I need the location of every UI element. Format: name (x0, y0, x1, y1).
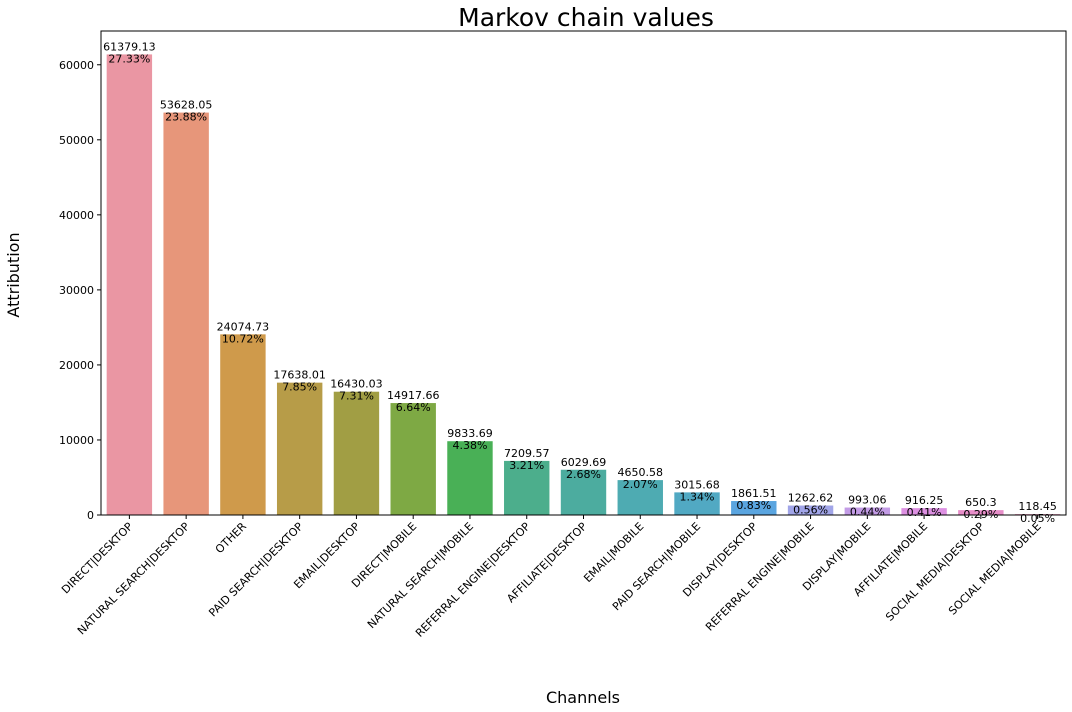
bar-value-label: 118.45 (1018, 500, 1057, 513)
x-tick-label: NATURAL SEARCH|DESKTOP (75, 520, 193, 638)
bars-group (106, 54, 1061, 516)
bar-value-label: 9833.69 (447, 427, 493, 440)
x-tick-label: OTHER (213, 520, 249, 556)
x-tick-label: PAID SEARCH|DESKTOP (206, 520, 306, 620)
bar-percent-label: 10.72% (222, 332, 264, 345)
x-axis-label: Channels (546, 688, 620, 707)
bar (106, 54, 153, 516)
bar-value-label: 53628.05 (160, 99, 213, 112)
bar (901, 508, 947, 515)
x-tick-label: SOCIAL MEDIA|DESKTOP (883, 520, 987, 624)
bar-percent-label: 4.38% (452, 439, 487, 452)
bar-percent-label: 7.85% (282, 381, 317, 394)
bar (844, 507, 891, 515)
bar-value-label: 7209.57 (504, 447, 550, 460)
y-tick-label: 30000 (59, 284, 94, 297)
x-tick-label: REFERRAL ENGINE|MOBILE (703, 520, 817, 634)
bar (731, 501, 777, 515)
bar-value-label: 3015.68 (674, 478, 720, 491)
bar-percent-label: 2.07% (623, 478, 658, 491)
y-tick-label: 60000 (59, 59, 94, 72)
bar (617, 480, 663, 515)
bar (333, 391, 380, 515)
bar-value-label: 14917.66 (387, 389, 440, 402)
plot-frame (100, 30, 1067, 516)
y-axis-label: Attribution (4, 232, 23, 317)
x-tick-label: EMAIL|MOBILE (581, 520, 646, 585)
bar-value-label: 61379.13 (103, 40, 156, 53)
x-tick-label: SOCIAL MEDIA|MOBILE (946, 520, 1044, 618)
y-tick-label: 50000 (59, 134, 94, 147)
bar-value-label: 1861.51 (731, 487, 777, 500)
chart-title: Markov chain values (458, 3, 714, 32)
bar (220, 334, 266, 515)
bar-percent-label: 7.31% (339, 390, 374, 403)
bar-value-label: 993.06 (848, 494, 887, 507)
x-tick-label: REFERRAL ENGINE|DESKTOP (413, 520, 533, 640)
bar-value-label: 17638.01 (273, 369, 326, 382)
y-tick-label: 0 (87, 509, 94, 522)
bar-percent-label: 0.56% (793, 504, 828, 517)
x-tick-label: NATURAL SEARCH|MOBILE (365, 520, 476, 631)
bar (390, 403, 436, 515)
y-tick-label: 40000 (59, 209, 94, 222)
bar-percent-label: 23.88% (165, 111, 207, 124)
bar (504, 460, 550, 515)
y-tick-label: 20000 (59, 359, 94, 372)
bar-percent-label: 0.83% (736, 499, 771, 512)
bar-percent-label: 2.68% (566, 468, 601, 481)
bar-percent-label: 3.21% (509, 459, 544, 472)
bar (560, 469, 607, 515)
bar-value-label: 916.25 (905, 494, 944, 507)
y-tick-label: 10000 (59, 434, 94, 447)
bar-percent-label: 0.41% (907, 506, 942, 519)
bar-value-label: 4650.58 (618, 466, 664, 479)
bar (163, 112, 209, 516)
y-axis: 0 10000 20000 30000 40000 50000 60000 (59, 59, 101, 522)
bar-value-label: 650.3 (965, 496, 997, 509)
bar-value-label: 1262.62 (788, 492, 834, 505)
bar (447, 441, 493, 515)
bar-value-label: 16430.03 (330, 378, 383, 391)
bar (276, 382, 323, 515)
bar-value-label: 24074.73 (217, 320, 270, 333)
bar (674, 492, 720, 515)
bar-value-label: 6029.69 (561, 456, 607, 469)
bar-percent-label: 1.34% (680, 490, 715, 503)
bar-percent-label: 27.33% (108, 52, 150, 65)
bar (787, 505, 834, 515)
bar-percent-label: 6.64% (396, 401, 431, 414)
bar (958, 510, 1004, 515)
